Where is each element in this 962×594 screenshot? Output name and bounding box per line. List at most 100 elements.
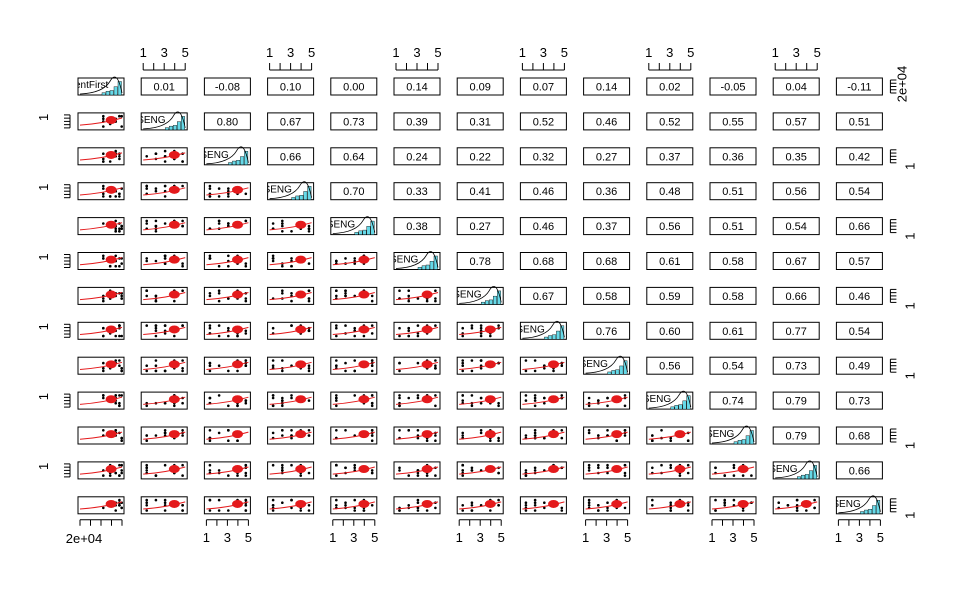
scatter-panel (140, 252, 188, 270)
right-tick-label: 1 (902, 512, 917, 519)
correlation-panel: -0.11 (835, 77, 883, 96)
histogram-bar (809, 470, 813, 480)
data-point (461, 399, 465, 402)
data-point (154, 329, 158, 333)
data-point (145, 434, 149, 437)
panel-frame (835, 182, 883, 201)
correlation-value: 0.74 (722, 396, 743, 408)
centroid-ellipse (105, 325, 117, 334)
data-point (370, 369, 374, 373)
fit-line (459, 361, 502, 370)
scatter-panel (77, 147, 125, 166)
scatter-panel (203, 426, 251, 445)
bottom-tick-label: 5 (624, 530, 631, 545)
data-point (597, 399, 600, 402)
left-axis: 1 (36, 393, 71, 408)
correlation-panel: 0.78 (456, 252, 504, 270)
panel-frame (772, 217, 820, 236)
data-point (398, 396, 401, 400)
correlation-panel: 0.36 (709, 147, 757, 166)
data-point (118, 114, 121, 118)
panel-frame (835, 356, 883, 375)
scatter-panel (267, 426, 315, 445)
data-point (281, 230, 284, 233)
bottom-tick-label: 5 (245, 530, 252, 545)
correlation-value: 0.36 (596, 186, 617, 198)
correlation-panel: 0.74 (709, 391, 757, 410)
panel-frame (519, 147, 567, 166)
fit-line (79, 326, 123, 336)
correlation-panel: 0.38 (393, 217, 441, 236)
diagonal-panel-3: SENG (267, 181, 315, 201)
fit-line (79, 117, 123, 126)
data-point (118, 474, 121, 477)
data-point (290, 230, 293, 233)
data-point (479, 401, 483, 405)
data-point (560, 436, 564, 440)
data-point (370, 429, 374, 432)
data-point (307, 227, 311, 230)
panel-frame (519, 217, 567, 236)
data-point (353, 262, 357, 265)
correlation-panel: 0.57 (772, 112, 820, 131)
data-point (217, 324, 221, 327)
panel-frame (835, 112, 883, 131)
data-point (461, 469, 465, 472)
correlation-value: 0.07 (533, 82, 554, 94)
correlation-value: 0.54 (849, 186, 870, 198)
left-axis: 1 (36, 114, 71, 129)
data-point (497, 404, 500, 408)
histogram-bar (236, 160, 241, 166)
data-point (114, 359, 118, 362)
scatter-panel (77, 391, 125, 410)
panel-frame (709, 77, 757, 96)
correlation-panel: 0.79 (772, 391, 820, 410)
histogram-bar (307, 185, 312, 200)
data-point (461, 364, 465, 368)
data-point (434, 506, 437, 510)
data-point (120, 394, 123, 397)
data-point (533, 404, 537, 408)
data-point (208, 429, 212, 432)
fit-line (332, 292, 375, 301)
data-point (217, 289, 221, 293)
density-curve (79, 76, 123, 95)
fit-line (459, 326, 502, 336)
histogram-bar (493, 295, 497, 305)
scatter-panel (267, 391, 315, 410)
scatter-panel (267, 321, 315, 340)
correlation-value: 0.41 (469, 186, 490, 198)
panel-frame (77, 426, 125, 445)
correlation-panel: 0.73 (772, 356, 820, 375)
histogram-bar (299, 194, 304, 200)
scatter-panel (330, 321, 378, 340)
data-point (208, 326, 212, 330)
data-point (145, 509, 149, 512)
correlation-value: 0.56 (659, 361, 680, 373)
correlation-panel: 0.02 (646, 77, 694, 96)
data-point (479, 326, 483, 330)
bottom-axis-first: 2e+04 (66, 519, 123, 546)
centroid-ellipse (232, 465, 244, 474)
data-point (114, 401, 118, 405)
panel-frame (393, 147, 441, 166)
data-point (227, 474, 230, 477)
data-point (606, 506, 609, 510)
diagonal-panel-1: SENG (140, 111, 188, 131)
fit-line (332, 326, 375, 336)
correlation-value: 0.56 (785, 186, 806, 198)
scatter-panel (267, 217, 315, 236)
correlation-panel: 0.51 (709, 182, 757, 201)
data-point (615, 439, 619, 443)
data-point (606, 463, 609, 467)
correlation-value: 0.79 (785, 396, 806, 408)
data-point (271, 359, 275, 362)
data-point (163, 257, 167, 260)
data-point (114, 254, 118, 258)
data-point (335, 474, 338, 477)
correlation-panel: 0.77 (772, 321, 820, 340)
data-point (120, 436, 123, 440)
data-point (120, 367, 123, 370)
data-point (434, 324, 437, 327)
correlation-panel: 0.70 (330, 182, 378, 201)
